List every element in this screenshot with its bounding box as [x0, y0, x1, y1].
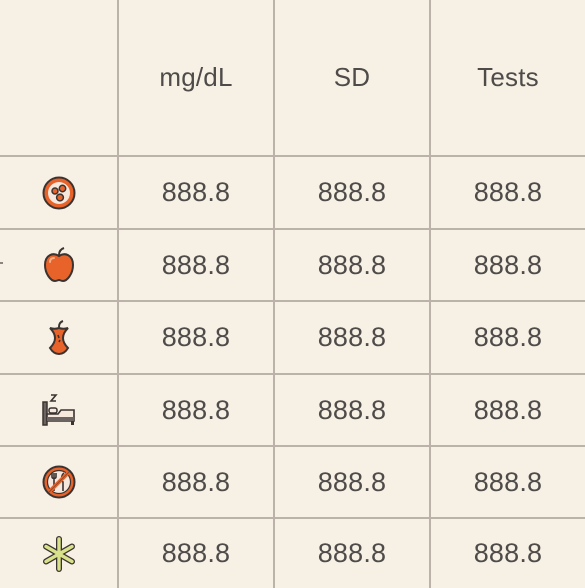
- grid-line: [429, 0, 431, 588]
- table-cell: 888.8: [161, 177, 231, 207]
- column-header-sd: SD: [333, 62, 371, 92]
- table-cell: 888.8: [317, 249, 387, 280]
- table-cell: 888.8: [317, 538, 387, 568]
- row-icon-cell: [0, 519, 117, 588]
- table-cell: 888.8: [317, 177, 387, 207]
- asterisk-icon: [42, 535, 75, 572]
- row-icon-cell: [0, 230, 117, 300]
- table-cell: 888.8: [161, 394, 231, 425]
- table-cell: 888.8: [473, 249, 543, 280]
- row-icon-cell: [0, 375, 117, 445]
- column-header-mgdl: mg/dL: [159, 62, 233, 92]
- row-icon-cell: [0, 157, 117, 228]
- table-cell: 888.8: [317, 322, 387, 352]
- table-cell: 888.8: [473, 538, 543, 568]
- table-cell: 888.8: [473, 322, 543, 352]
- grid-line: [0, 228, 585, 230]
- row-icon-cell: [0, 302, 117, 373]
- grid-line: [0, 517, 585, 519]
- grid-line: [0, 155, 585, 157]
- grid-line: [0, 300, 585, 302]
- apple-icon: [43, 247, 74, 283]
- table-cell: 888.8: [161, 249, 231, 280]
- grid-line: [0, 373, 585, 375]
- edge-mark: [0, 262, 3, 264]
- table-cell: 888.8: [161, 538, 231, 568]
- table-cell: 888.8: [317, 394, 387, 425]
- no-food-icon: [42, 465, 75, 499]
- table-cell: 888.8: [161, 322, 231, 352]
- grid-line: [117, 0, 119, 588]
- apple-core-icon: [48, 319, 69, 355]
- table-cell: 888.8: [473, 394, 543, 425]
- table-cell: 888.8: [473, 177, 543, 207]
- table-cell: 888.8: [161, 466, 231, 497]
- bed-sleep-icon: [41, 394, 75, 426]
- table-cell: 888.8: [473, 466, 543, 497]
- column-header-tests: Tests: [477, 62, 539, 92]
- table-cell: 888.8: [317, 466, 387, 497]
- grid-line: [0, 445, 585, 447]
- grid-line: [273, 0, 275, 588]
- row-icon-cell: [0, 447, 117, 517]
- glucose-drops-icon: [42, 176, 75, 209]
